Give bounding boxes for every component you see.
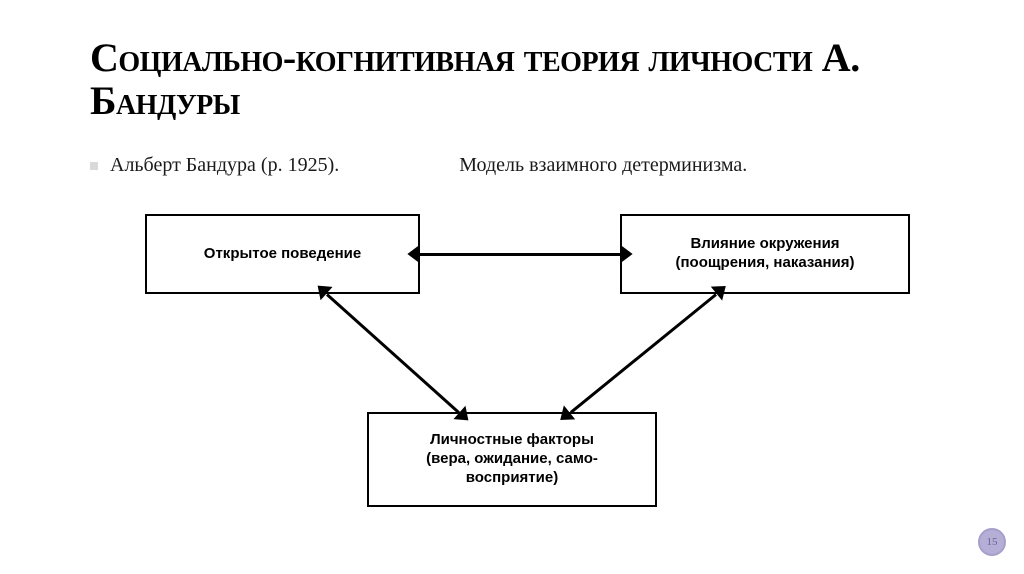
slide-number: 15 [987, 536, 998, 548]
slide-number-badge: 15 [978, 528, 1006, 556]
arrowhead-icon [621, 245, 633, 263]
arrowhead-icon [407, 245, 419, 263]
diagram-node-personal: Личностные факторы (вера, ожидание, само… [367, 412, 657, 507]
diagram-node-behavior: Открытое поведение [145, 214, 420, 294]
diagram-node-label: Влияние окружения (поощрения, наказания) [676, 235, 855, 273]
reciprocal-determinism-diagram: Открытое поведение Влияние окружения (поо… [0, 0, 1024, 574]
diagram-node-environment: Влияние окружения (поощрения, наказания) [620, 214, 910, 294]
diagram-edge [420, 253, 620, 256]
diagram-edge [326, 293, 460, 413]
diagram-node-label: Открытое поведение [204, 245, 361, 264]
diagram-edge [570, 293, 717, 413]
diagram-node-label: Личностные факторы (вера, ожидание, само… [426, 431, 598, 487]
slide: Социально-когнитивная теория личности А.… [0, 0, 1024, 574]
